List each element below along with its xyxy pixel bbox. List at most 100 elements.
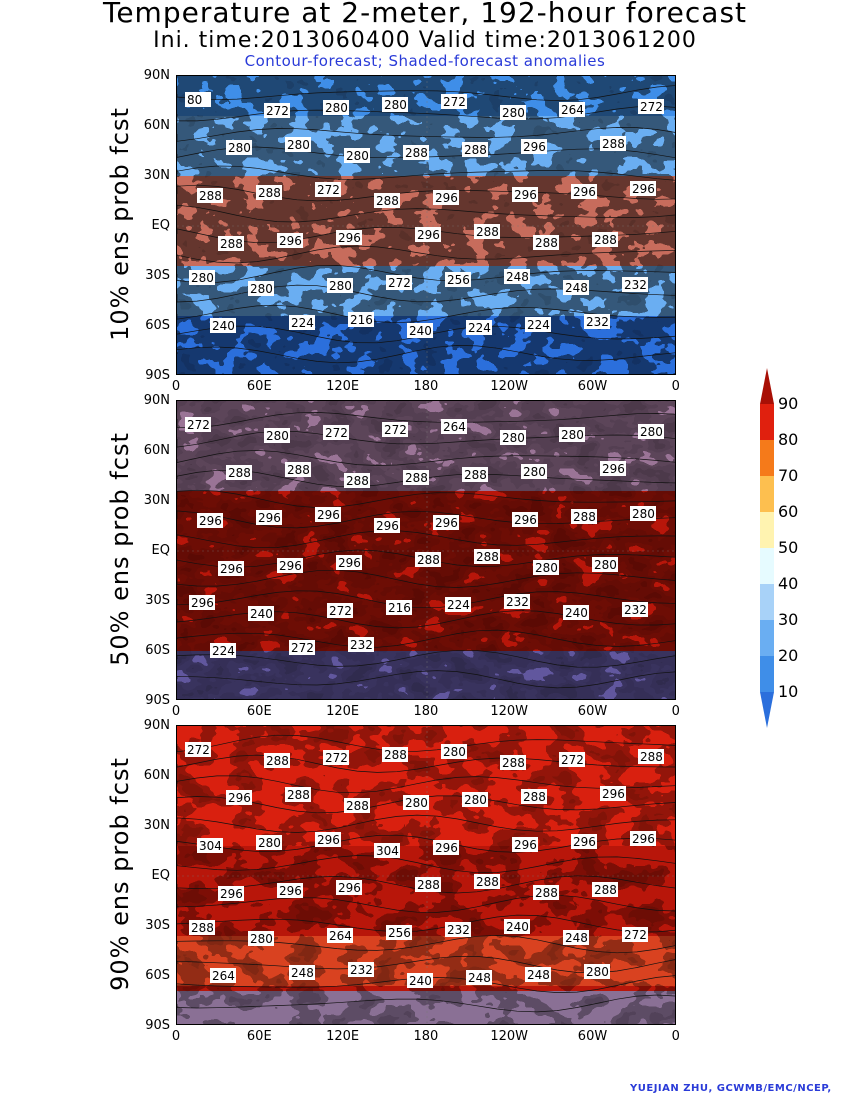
contour-label: 280	[638, 424, 664, 439]
lon-tick-label: 0	[671, 704, 680, 719]
svg-text:296: 296	[220, 562, 243, 576]
contour-label: 288	[344, 798, 370, 813]
contour-label: 280	[248, 281, 274, 296]
svg-text:296: 296	[514, 513, 537, 527]
svg-text:272: 272	[266, 104, 289, 118]
svg-text:280: 280	[228, 141, 251, 155]
contour-label: 240	[248, 606, 274, 621]
contour-line	[177, 284, 675, 303]
contour-label: 280	[462, 792, 488, 807]
contour-label: 288	[403, 470, 429, 485]
contour-label: 272	[441, 94, 467, 109]
contour-label: 232	[445, 922, 471, 937]
contour-line	[177, 935, 675, 954]
svg-text:288: 288	[220, 237, 243, 251]
svg-text:216: 216	[350, 313, 373, 327]
contour-label: 256	[386, 925, 412, 940]
contour-line	[177, 489, 675, 508]
contour-label: 296	[218, 886, 244, 901]
contour-label: 80	[185, 92, 211, 107]
contour-label: 280	[500, 105, 526, 120]
svg-text:288: 288	[405, 146, 428, 160]
lat-tick-label: 60S	[145, 968, 170, 983]
svg-text:288: 288	[535, 236, 558, 250]
contour-label: 240	[407, 323, 433, 338]
colorbar-segment	[760, 440, 774, 476]
contour-label: 288	[592, 882, 618, 897]
contour-label: 224	[445, 597, 471, 612]
contour-label: 288	[638, 749, 664, 764]
lat-tick-label: 60S	[145, 318, 170, 333]
contour-line	[177, 265, 675, 283]
svg-text:280: 280	[502, 106, 525, 120]
colorbar-segment	[760, 476, 774, 512]
svg-text:256: 256	[447, 273, 470, 287]
lat-tick-label: 30N	[143, 168, 170, 183]
svg-text:296: 296	[435, 191, 458, 205]
contour-label: 288	[218, 236, 244, 251]
colorbar-segment	[760, 368, 774, 404]
lon-tick-label: 60W	[577, 1029, 608, 1044]
svg-text:288: 288	[594, 233, 617, 247]
svg-text:288: 288	[405, 471, 428, 485]
contour-line	[177, 855, 675, 874]
svg-text:296: 296	[573, 835, 596, 849]
colorbar-segment	[760, 692, 774, 728]
svg-text:288: 288	[258, 186, 281, 200]
lon-tick-label: 180	[413, 1029, 439, 1044]
contour-line	[177, 204, 675, 223]
contour-label: 288	[374, 193, 400, 208]
lat-tick-label: 60N	[143, 443, 170, 458]
svg-text:296: 296	[199, 514, 222, 528]
lon-tick-label: 120E	[326, 1029, 360, 1044]
contour-label: 280	[403, 795, 429, 810]
svg-text:280: 280	[640, 425, 663, 439]
svg-text:248: 248	[468, 971, 491, 985]
lon-tick-label: 60W	[577, 379, 608, 394]
svg-text:272: 272	[624, 928, 647, 942]
svg-text:256: 256	[388, 926, 411, 940]
svg-text:232: 232	[586, 315, 609, 329]
contour-label: 296	[512, 512, 538, 527]
lat-tick-label: 90S	[145, 1018, 170, 1033]
svg-text:296: 296	[191, 596, 214, 610]
svg-text:280: 280	[502, 431, 525, 445]
contour-label: 288	[521, 789, 547, 804]
contour-label: 264	[441, 419, 467, 434]
svg-text:264: 264	[561, 103, 584, 117]
contour-line	[177, 345, 675, 364]
contour-label: 280	[500, 430, 526, 445]
lat-tick-label: 30N	[143, 818, 170, 833]
svg-text:232: 232	[506, 595, 529, 609]
contour-label: 280	[256, 835, 282, 850]
svg-text:280: 280	[405, 796, 428, 810]
svg-text:280: 280	[594, 558, 617, 572]
lon-tick-label: 0	[171, 379, 181, 394]
lon-tick-label: 120E	[326, 704, 360, 719]
contour-label: 272	[559, 752, 585, 767]
svg-text:288: 288	[464, 143, 487, 157]
svg-text:288: 288	[476, 225, 499, 239]
svg-text:296: 296	[523, 140, 546, 154]
contour-label: 288	[264, 753, 290, 768]
contour-line	[177, 754, 675, 773]
svg-text:296: 296	[602, 462, 625, 476]
svg-text:288: 288	[417, 878, 440, 892]
contour-label: 248	[563, 280, 589, 295]
contour-label: 280	[382, 97, 408, 112]
contour-label: 272	[622, 927, 648, 942]
lat-tick-label: 90N	[143, 393, 170, 408]
svg-text:280: 280	[632, 507, 655, 521]
contour-line	[177, 670, 675, 689]
svg-text:288: 288	[523, 790, 546, 804]
svg-text:296: 296	[514, 838, 537, 852]
contour-label: 296	[218, 561, 244, 576]
contour-label: 296	[433, 840, 459, 855]
contour-label: 264	[210, 968, 236, 983]
svg-text:280: 280	[535, 561, 558, 575]
contour-label: 296	[336, 880, 362, 895]
lon-tick-label: 0	[671, 1029, 680, 1044]
svg-text:264: 264	[212, 969, 235, 983]
svg-text:224: 224	[291, 316, 314, 330]
lat-tick-label: 30N	[143, 493, 170, 508]
